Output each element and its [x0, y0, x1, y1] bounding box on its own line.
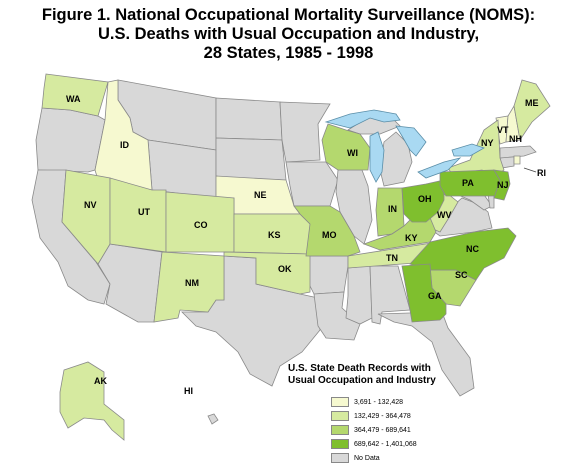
label-co: CO [194, 220, 208, 230]
state-north-dakota [215, 97, 283, 141]
data-states [41, 73, 551, 441]
lake-superior [324, 109, 401, 129]
map-title: Figure 1. National Occupational Mortalit… [0, 6, 577, 63]
label-wv: WV [437, 210, 452, 220]
label-ks: KS [268, 230, 281, 240]
state-ohio [401, 179, 445, 223]
label-ak: AK [94, 376, 107, 386]
state-oregon [35, 107, 106, 173]
title-line-2: U.S. Deaths with Usual Occupation and In… [97, 25, 480, 43]
label-in: IN [388, 204, 397, 214]
legend-swatch [331, 425, 349, 435]
state-maine [513, 79, 551, 142]
state-missouri [293, 205, 361, 257]
legend-swatch [331, 397, 349, 407]
label-nj: NJ [497, 180, 509, 190]
lake-ontario [451, 143, 485, 157]
no-data-states [31, 79, 537, 425]
label-tn: TN [386, 253, 398, 263]
state-georgia [401, 263, 447, 323]
label-wa: WA [66, 94, 81, 104]
legend-label: 3,691 - 132,428 [354, 398, 404, 406]
state-louisiana [313, 291, 361, 341]
lake-erie [417, 157, 462, 179]
legend-item: 3,691 - 132,428 [331, 395, 468, 409]
state-new-jersey [493, 169, 511, 201]
legend-item: 689,642 - 1,401,068 [331, 437, 468, 451]
label-oh: OH [418, 194, 432, 204]
state-iowa [285, 161, 339, 207]
title-line-3: 28 States, 1985 - 1998 [203, 44, 374, 62]
label-hi: HI [184, 386, 193, 396]
label-nm: NM [185, 278, 199, 288]
legend-swatch [331, 453, 349, 463]
label-vt: VT [497, 125, 509, 135]
label-id: ID [120, 140, 130, 150]
state-washington [41, 73, 109, 117]
lake-michigan [369, 131, 385, 183]
legend-title-line-1: U.S. State Death Records with [288, 363, 431, 374]
great-lakes [324, 109, 485, 183]
state-wyoming [147, 139, 217, 199]
state-idaho [94, 79, 153, 191]
label-ut: UT [138, 207, 150, 217]
legend-label: 689,642 - 1,401,068 [354, 440, 417, 448]
map-legend: U.S. State Death Records with Usual Occu… [288, 363, 468, 465]
legend-item: No Data [331, 451, 468, 465]
legend-label: No Data [354, 454, 380, 462]
label-wi: WI [347, 148, 358, 158]
state-florida [377, 311, 475, 397]
lake-huron [395, 125, 427, 157]
legend-swatch [331, 439, 349, 449]
label-nv: NV [84, 200, 97, 210]
label-ok: OK [278, 264, 292, 274]
legend-item: 364,479 - 689,641 [331, 423, 468, 437]
state-labels: WA ID NV UT CO NM NE KS OK MO WI IN OH K… [66, 94, 546, 396]
legend-swatch [331, 411, 349, 421]
state-mississippi [345, 265, 373, 325]
legend-label: 132,429 - 364,478 [354, 412, 411, 420]
label-me: ME [525, 98, 539, 108]
legend-item: 132,429 - 364,478 [331, 409, 468, 423]
label-ne: NE [254, 190, 267, 200]
state-hawaii [207, 413, 219, 425]
state-new-mexico [153, 251, 225, 323]
label-sc: SC [455, 270, 468, 280]
legend-items: 3,691 - 132,428 132,429 - 364,478 364,47… [288, 395, 468, 465]
label-nc: NC [466, 244, 479, 254]
state-alaska [59, 361, 125, 441]
label-mo: MO [322, 230, 337, 240]
label-ga: GA [428, 291, 442, 301]
label-nh: NH [509, 134, 522, 144]
state-south-dakota [215, 137, 287, 181]
label-ri: RI [537, 168, 546, 178]
label-ky: KY [405, 233, 418, 243]
state-oklahoma [223, 251, 311, 295]
legend-label: 364,479 - 689,641 [354, 426, 411, 434]
label-pa: PA [462, 178, 474, 188]
state-nevada [61, 169, 111, 265]
title-line-1: Figure 1. National Occupational Mortalit… [41, 6, 536, 24]
state-alabama [369, 265, 411, 325]
legend-title-line-2: Usual Occupation and Industry [288, 375, 436, 386]
state-minnesota [279, 101, 331, 163]
state-rhode-island [513, 155, 521, 165]
state-wisconsin [321, 123, 371, 171]
ri-leader-line [523, 167, 537, 173]
state-arkansas [305, 255, 349, 295]
label-ny: NY [481, 138, 494, 148]
